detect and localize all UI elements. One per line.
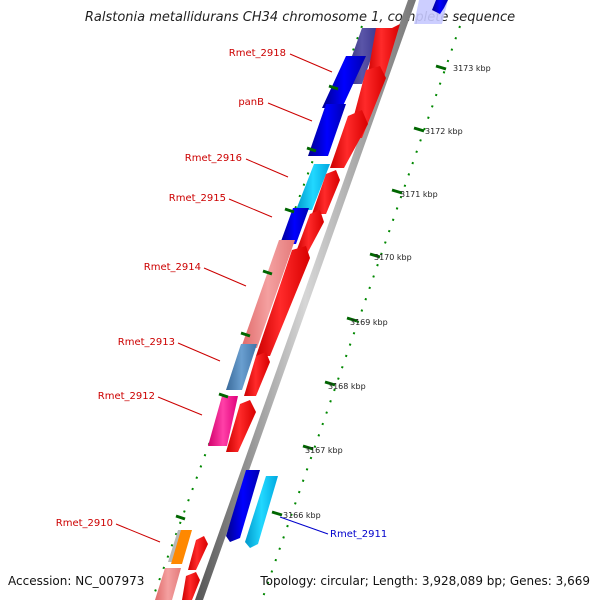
gene-box-panb <box>308 104 346 156</box>
right-ticks <box>271 64 447 517</box>
outer-track-line <box>261 25 461 600</box>
tick-label: 3166 kbp <box>283 511 321 520</box>
gene-box-rmet-2918 <box>322 56 366 108</box>
tick-label: 3172 kbp <box>425 127 463 136</box>
tick-label: 3170 kbp <box>374 253 412 262</box>
gene-box-rmet-2910b <box>171 530 192 564</box>
chromosome-backbone <box>195 0 416 600</box>
gene-box-bottom <box>155 568 181 600</box>
gene-arrow-rmet-2911b <box>245 476 278 548</box>
left-ticks <box>175 84 339 521</box>
gene-label-rmet-2918: Rmet_2918 <box>229 48 286 59</box>
accession-text: Accession: NC_007973 <box>8 574 145 588</box>
gene-arrow-rmet-2911a <box>226 470 260 542</box>
tick-label: 3173 kbp <box>453 64 491 73</box>
gene-arrow <box>432 0 448 14</box>
gene-box-rmet-2915 <box>280 208 309 244</box>
gene-label-rmet-2915: Rmet_2915 <box>169 193 226 204</box>
gene-label-rmet-2914: Rmet_2914 <box>144 262 201 273</box>
gene-label-rmet-2910: Rmet_2910 <box>56 518 113 529</box>
gene-box-rmet-2912 <box>208 396 238 446</box>
tick-label: 3168 kbp <box>328 382 366 391</box>
gene-box-rmet-2913 <box>226 344 257 390</box>
gene-label-rmet-2916: Rmet_2916 <box>185 153 242 164</box>
gene-label-rmet-2913: Rmet_2913 <box>118 337 175 348</box>
gene-label-rmet-2912: Rmet_2912 <box>98 391 155 402</box>
tick-label: 3169 kbp <box>350 318 388 327</box>
gene-box-rmet-2914 <box>241 240 295 348</box>
tick-label: 3167 kbp <box>305 446 343 455</box>
topology-text: Topology: circular; Length: 3,928,089 bp… <box>260 574 590 588</box>
tick-label: 3171 kbp <box>400 190 438 199</box>
leader-lines <box>115 53 333 543</box>
cds-arrows <box>182 24 400 600</box>
gene-label-rmet-2911: Rmet_2911 <box>330 529 387 540</box>
gene-box-rmet-2916 <box>296 164 330 210</box>
gene-label-panb: panB <box>238 97 264 108</box>
